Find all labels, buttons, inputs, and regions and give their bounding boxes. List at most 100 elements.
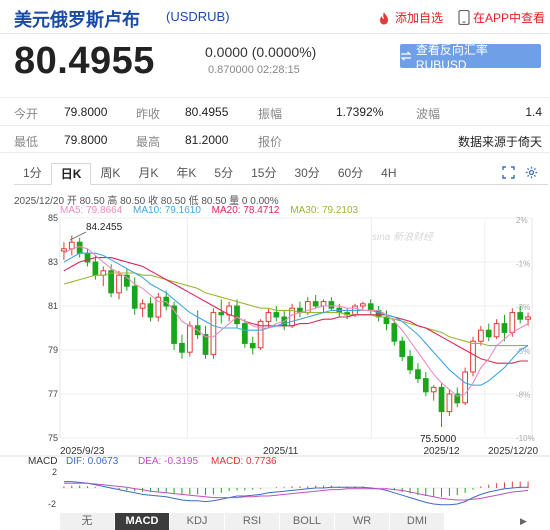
ohlc-readout: 2025/12/20 开 80.50 高 80.50 收 80.50 低 80.… bbox=[14, 196, 279, 207]
candle-body-0 bbox=[61, 248, 67, 252]
x-label-0: 2025/9/23 bbox=[60, 446, 105, 457]
macd-tick-0: 2 bbox=[52, 467, 57, 477]
fullscreen-icon[interactable] bbox=[502, 166, 515, 184]
candle-body-53 bbox=[478, 329, 484, 342]
candle-body-48 bbox=[438, 386, 445, 413]
ma30-legend: MA30: 79.2103 bbox=[290, 205, 359, 216]
watermark: sina 新浪财经 bbox=[372, 231, 434, 243]
tab-10[interactable]: 4H bbox=[381, 166, 397, 180]
candle-body-12 bbox=[155, 296, 162, 318]
open-app-label: 在APP中查看 bbox=[473, 11, 546, 25]
tab-1[interactable]: 1分 bbox=[23, 166, 42, 180]
indicator-tab-1[interactable]: 无 bbox=[60, 513, 115, 530]
info-row-2: 最低 79.8000 最高 81.2000 报价 数据来源于倚天 bbox=[0, 125, 550, 153]
prev-close-label: 昨收 bbox=[136, 107, 161, 121]
tab-2[interactable]: 日K bbox=[50, 163, 92, 185]
ma5-legend: MA5: 79.8664 bbox=[60, 205, 123, 216]
ma20-legend: MA20: 78.4712 bbox=[211, 205, 280, 216]
add-watchlist-button[interactable]: 添加自选 bbox=[376, 9, 443, 26]
tab-4[interactable]: 月K bbox=[138, 166, 159, 180]
y-tick-right-1: -1% bbox=[516, 260, 530, 269]
symbol-code: (USDRUB) bbox=[166, 9, 230, 24]
price-change: 0.0000 (0.0000%) bbox=[205, 44, 317, 60]
amplitude-value: 1.7392% bbox=[336, 105, 384, 119]
indicator-tab-5[interactable]: BOLL bbox=[280, 513, 335, 530]
data-source: 数据来源于倚天 bbox=[457, 135, 542, 149]
candle-body-14 bbox=[171, 305, 177, 344]
tab-8[interactable]: 30分 bbox=[294, 166, 320, 180]
candle-body-23 bbox=[242, 323, 248, 344]
reverse-rate-label: 查看反向汇率 RUBUSD bbox=[415, 42, 488, 72]
high-annotation: 84.2455 bbox=[86, 222, 123, 233]
candle-body-39 bbox=[367, 303, 374, 311]
y-tick-left-2: 81 bbox=[48, 301, 58, 311]
tab-3[interactable]: 周K bbox=[100, 166, 121, 180]
dif-line bbox=[63, 481, 529, 506]
candle-body-16 bbox=[186, 325, 193, 353]
candle-body-56 bbox=[501, 323, 508, 333]
range-value: 1.4 bbox=[525, 105, 542, 119]
info-row-1: 今开 79.8000 昨收 80.4955 振幅 1.7392% 波幅 1.4 bbox=[0, 97, 550, 125]
next-indicator-arrow[interactable]: ▶ bbox=[520, 516, 527, 526]
y-tick-right-4: -8% bbox=[516, 390, 530, 399]
tab-5[interactable]: 年K bbox=[176, 166, 197, 180]
low-label: 最低 bbox=[14, 135, 39, 149]
kline-chart[interactable]: 85 83 81 79 77 75 2% -1% -3% -5% -8% -10% sina 新浪财经 8… bbox=[0, 210, 550, 513]
candle-body-2 bbox=[76, 241, 83, 254]
reverse-rate-button[interactable]: 查看反向汇率 RUBUSD bbox=[400, 43, 541, 72]
low-value: 79.8000 bbox=[64, 133, 108, 147]
candle-body-15 bbox=[179, 342, 185, 353]
y-tick-right-2: -3% bbox=[516, 303, 530, 312]
y-tick-left-3: 79 bbox=[48, 345, 58, 355]
candle-body-33 bbox=[320, 301, 327, 307]
candle-body-32 bbox=[312, 301, 319, 307]
indicator-tab-3[interactable]: KDJ bbox=[170, 513, 225, 530]
flame-icon bbox=[380, 11, 388, 24]
candle-body-57 bbox=[509, 312, 516, 333]
page-title: 美元俄罗斯卢布 bbox=[14, 10, 140, 30]
candle-body-10 bbox=[139, 303, 146, 309]
candle-body-8 bbox=[124, 274, 130, 287]
candle-body-26 bbox=[265, 312, 272, 322]
x-label-1: 2025/11 bbox=[263, 446, 299, 457]
quote-info-table: 今开 79.8000 昨收 80.4955 振幅 1.7392% 波幅 1.4 … bbox=[0, 97, 550, 153]
swap-icon bbox=[400, 51, 412, 61]
indicator-tab-4[interactable]: RSI bbox=[225, 513, 280, 530]
candle-body-45 bbox=[415, 369, 421, 380]
settings-icon[interactable] bbox=[525, 166, 538, 184]
candle-body-55 bbox=[493, 323, 500, 338]
tab-7[interactable]: 15分 bbox=[251, 166, 277, 180]
add-watchlist-label: 添加自选 bbox=[395, 11, 444, 25]
candle-body-58 bbox=[517, 312, 524, 320]
y-tick-right-0: 2% bbox=[516, 216, 528, 225]
candle-body-25 bbox=[257, 320, 264, 349]
ma-legend: MA5: 79.8664 MA10: 79.1610 MA20: 78.4712… bbox=[60, 205, 366, 216]
candle-body-49 bbox=[446, 393, 453, 413]
open-app-button[interactable]: 在APP中查看 bbox=[458, 9, 545, 26]
tab-9[interactable]: 60分 bbox=[337, 166, 364, 180]
indicator-tab-7[interactable]: DMI bbox=[390, 513, 445, 530]
candle-body-54 bbox=[485, 329, 492, 338]
candle-body-19 bbox=[210, 312, 217, 355]
candle-body-38 bbox=[360, 303, 366, 307]
candle-body-47 bbox=[430, 386, 437, 393]
candle-body-59 bbox=[525, 316, 531, 320]
indicator-tab-2[interactable]: MACD bbox=[115, 513, 170, 530]
candle-body-50 bbox=[454, 393, 461, 404]
candle-body-44 bbox=[407, 356, 413, 371]
chart-tools bbox=[502, 166, 538, 184]
ma30-line bbox=[63, 272, 529, 347]
low-annotation: 75.5000 bbox=[420, 434, 457, 445]
y-tick-left-4: 77 bbox=[48, 389, 58, 399]
phone-icon bbox=[458, 10, 470, 25]
tab-6[interactable]: 5分 bbox=[214, 166, 234, 180]
x-label-2: 2025/12 bbox=[423, 446, 460, 457]
open-label: 今开 bbox=[14, 107, 39, 121]
high-pointer bbox=[69, 231, 87, 241]
candle-body-11 bbox=[147, 303, 154, 318]
candle-body-4 bbox=[92, 261, 99, 276]
indicator-tabs: 无 MACD KDJ RSI BOLL WR DMI bbox=[60, 513, 445, 530]
indicator-tab-6[interactable]: WR bbox=[335, 513, 390, 530]
dea-legend: DEA: -0.3195 bbox=[138, 456, 198, 467]
